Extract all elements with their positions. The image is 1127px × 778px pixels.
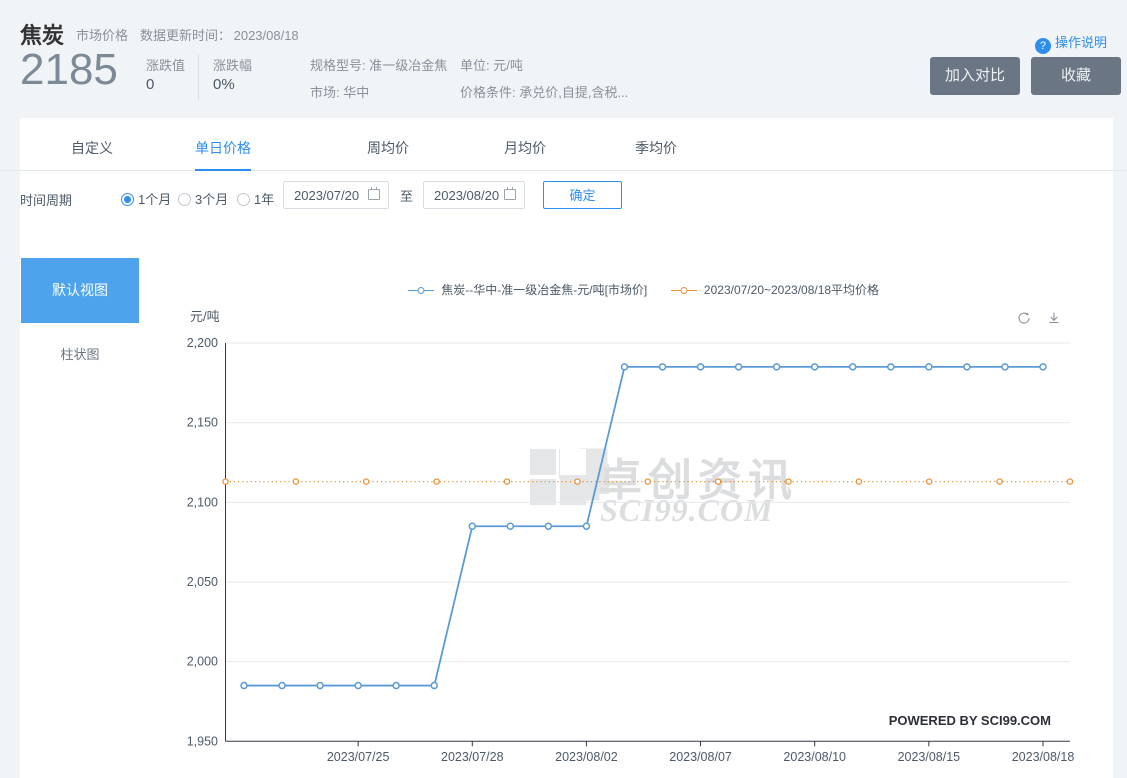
svg-text:2,000: 2,000 xyxy=(187,655,218,669)
svg-text:1,950: 1,950 xyxy=(187,734,218,748)
svg-text:2023/08/18: 2023/08/18 xyxy=(1012,750,1075,764)
svg-text:2023/08/07: 2023/08/07 xyxy=(669,750,732,764)
svg-text:2,050: 2,050 xyxy=(187,575,218,589)
svg-text:2,200: 2,200 xyxy=(187,336,218,350)
svg-text:2023/07/28: 2023/07/28 xyxy=(441,750,504,764)
svg-text:2023/07/25: 2023/07/25 xyxy=(327,750,390,764)
svg-text:2023/08/10: 2023/08/10 xyxy=(783,750,846,764)
svg-text:2023/08/02: 2023/08/02 xyxy=(555,750,618,764)
svg-text:2,150: 2,150 xyxy=(187,416,218,430)
svg-text:2,100: 2,100 xyxy=(187,495,218,509)
svg-text:2023/08/15: 2023/08/15 xyxy=(898,750,961,764)
